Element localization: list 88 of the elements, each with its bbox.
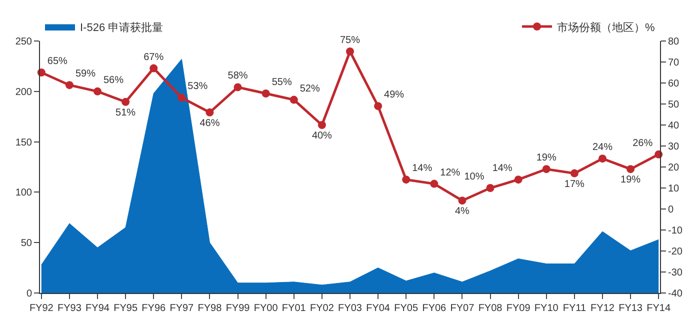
x-tick-label: FY06: [422, 303, 447, 314]
point: [206, 108, 214, 116]
y2-tick-label: -20: [668, 246, 683, 258]
y-tick-label: 0: [26, 288, 32, 300]
y2-tick-label: 0: [668, 204, 674, 216]
y2-tick-label: 60: [668, 78, 680, 90]
y2-tick-label: 20: [668, 162, 680, 174]
x-tick-label: FY96: [142, 303, 166, 314]
x-tick-label: FY14: [646, 303, 671, 314]
point: [486, 184, 494, 192]
legend-label: 市场份额（地区）%: [557, 20, 655, 34]
data-label: 49%: [384, 90, 404, 101]
y-tick-label: 50: [20, 238, 32, 250]
x-tick-label: FY10: [534, 303, 559, 314]
data-label: 14%: [412, 163, 432, 174]
y2-tick-label: 70: [668, 58, 680, 68]
data-label: 75%: [340, 35, 360, 46]
data-label: 40%: [312, 130, 332, 142]
point: [430, 180, 438, 188]
x-tick-label: FY13: [618, 303, 643, 314]
y-tick-label: 200: [15, 86, 32, 98]
point: [458, 196, 466, 205]
point: [570, 169, 578, 178]
y2-tick-label: 80: [668, 36, 680, 48]
point: [374, 102, 382, 110]
x-tick-label: FY01: [282, 303, 306, 314]
data-label: 53%: [188, 81, 208, 92]
x-tick-label: FY09: [506, 303, 531, 314]
point: [346, 48, 354, 56]
data-label: 17%: [564, 178, 585, 190]
data-label: 67%: [144, 52, 164, 63]
point: [514, 176, 522, 184]
point: [318, 121, 326, 129]
point: [598, 154, 606, 163]
data-label: 65%: [47, 56, 68, 67]
point: [122, 98, 130, 106]
x-tick-label: FY00: [254, 303, 278, 314]
x-tick-label: FY05: [394, 303, 418, 314]
data-label: 26%: [632, 138, 653, 149]
x-tick-label: FY99: [226, 303, 250, 314]
y-tick-label: 100: [15, 188, 32, 199]
point: [290, 96, 298, 104]
point: [402, 176, 410, 184]
data-label: 56%: [104, 74, 124, 86]
data-label: 10%: [464, 172, 484, 182]
y2-tick-label: -10: [668, 226, 683, 236]
data-label: 19%: [536, 152, 556, 164]
data-label: 4%: [454, 206, 470, 218]
data-label: 12%: [440, 167, 460, 178]
x-tick-label: FY08: [478, 303, 503, 314]
y2-tick-label: 40: [668, 120, 680, 132]
y2-tick-label: 10: [668, 184, 680, 194]
y2-tick-label: 50: [668, 100, 680, 110]
y-tick-label: 250: [15, 36, 32, 48]
y2-tick-label: -30: [668, 268, 683, 278]
legend-label: I-526 申请获批量: [80, 20, 164, 34]
x-tick-label: FY94: [86, 303, 110, 314]
y2-tick-label: 30: [668, 142, 680, 152]
data-label: 19%: [620, 174, 641, 186]
point: [65, 81, 74, 90]
point: [234, 83, 242, 92]
x-tick-label: FY97: [170, 303, 194, 314]
data-label: 24%: [592, 142, 613, 154]
data-label: 52%: [300, 83, 320, 94]
data-label: 14%: [492, 163, 512, 174]
x-tick-label: FY07: [450, 303, 475, 314]
y-tick-label: 150: [15, 137, 32, 148]
x-tick-label: FY98: [198, 303, 222, 314]
point: [178, 94, 186, 102]
x-tick-label: FY95: [114, 303, 138, 314]
x-tick-label: FY02: [310, 303, 334, 314]
x-tick-label: FY12: [590, 303, 615, 314]
point: [150, 64, 158, 72]
x-tick-label: FY92: [29, 303, 54, 314]
y2-tick-label: -40: [668, 288, 683, 300]
x-tick-label: FY93: [58, 303, 82, 314]
data-label: 59%: [75, 68, 96, 80]
point: [542, 165, 550, 174]
x-tick-label: FY03: [338, 303, 362, 314]
data-label: 55%: [272, 77, 292, 88]
point: [94, 87, 102, 96]
data-label: 51%: [116, 107, 136, 118]
x-tick-label: FY04: [366, 303, 390, 314]
data-label: 46%: [200, 118, 220, 129]
data-label: 58%: [228, 70, 248, 82]
point: [626, 165, 635, 174]
point: [262, 90, 270, 98]
x-tick-label: FY11: [562, 303, 586, 314]
